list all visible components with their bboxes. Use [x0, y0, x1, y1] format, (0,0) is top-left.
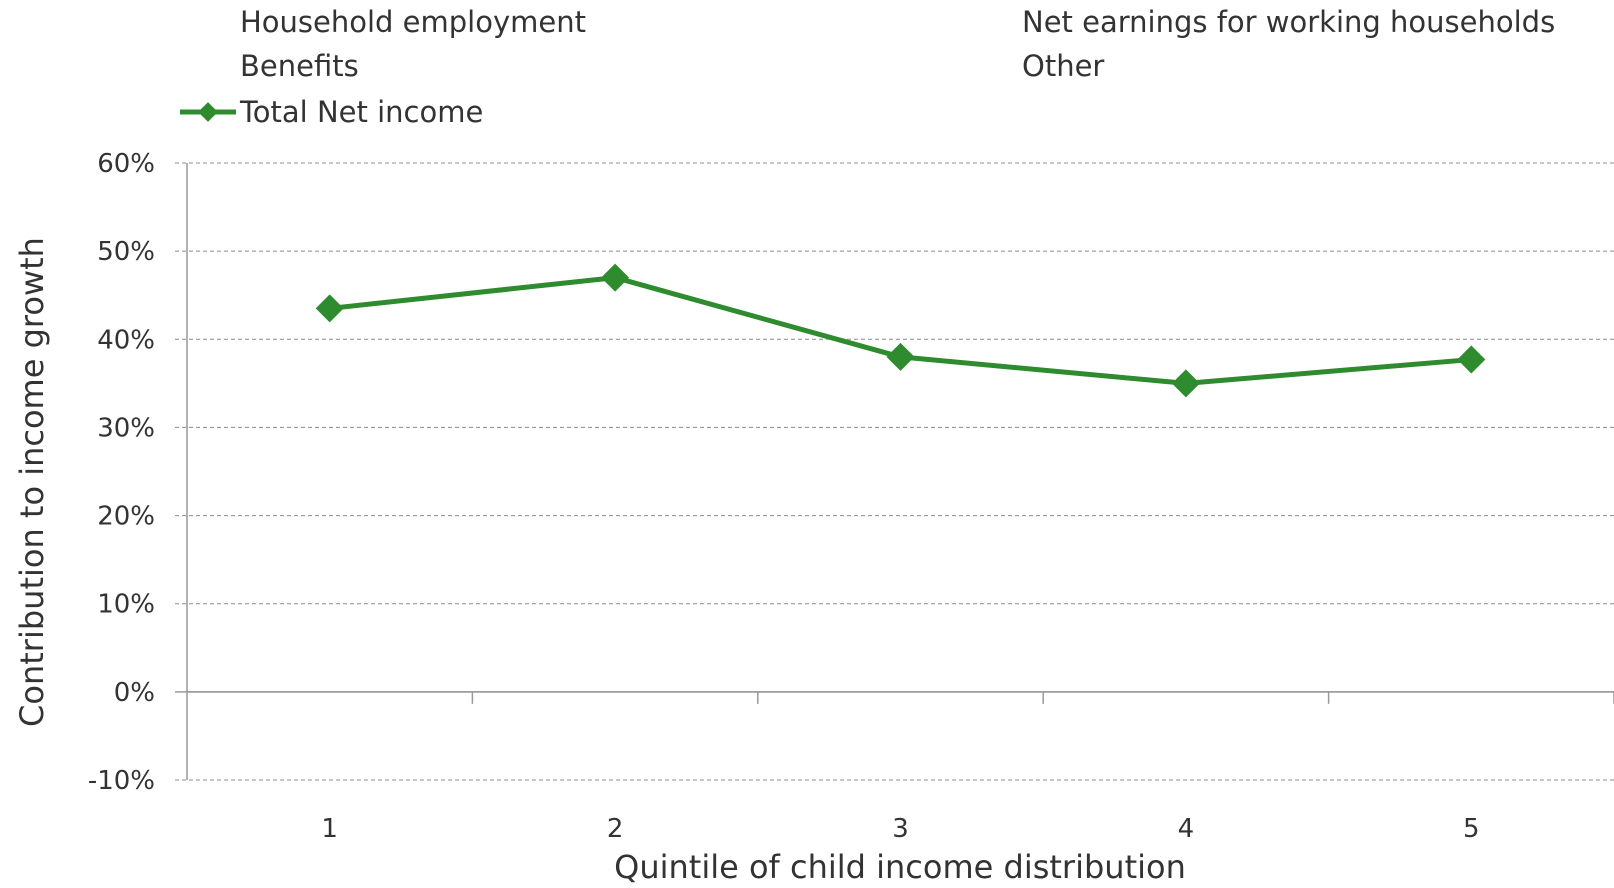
y-tick-label: 60%: [97, 149, 155, 179]
y-tick-label: 50%: [97, 237, 155, 267]
data-point-diamond: [315, 294, 344, 323]
x-tick-label: 1: [321, 814, 338, 844]
x-tick-label: 4: [1178, 814, 1195, 844]
y-tick-label: -10%: [88, 766, 155, 796]
y-tick-label: 30%: [97, 413, 155, 443]
axes: [186, 163, 1614, 780]
series-total-net-income: [315, 263, 1486, 398]
legend-label-other: Other: [1022, 49, 1104, 83]
data-point-diamond: [1457, 345, 1486, 374]
legend-label-benefits: Benefits: [240, 49, 359, 83]
x-tick-labels: 1 2 3 4 5: [321, 814, 1479, 844]
legend-label-net-earnings: Net earnings for working households: [1022, 5, 1555, 39]
data-point-diamond: [1171, 369, 1200, 398]
legend-marker-diamond-icon: [198, 102, 218, 122]
gridlines: [175, 162, 1614, 781]
legend-label-total-net-income: Total Net income: [239, 95, 483, 129]
y-axis-title: Contribution to income growth: [13, 237, 51, 727]
x-tick-label: 3: [892, 814, 909, 844]
legend: Household employment Net earnings for wo…: [180, 5, 1555, 129]
y-tick-label: 40%: [97, 325, 155, 355]
y-tick-labels: 60% 50% 40% 30% 20% 10% 0% -10%: [88, 149, 155, 796]
x-tick-label: 2: [607, 814, 624, 844]
legend-label-household-employment: Household employment: [240, 5, 586, 39]
y-tick-label: 10%: [97, 590, 155, 620]
data-point-diamond: [601, 263, 630, 292]
y-tick-label: 20%: [97, 502, 155, 532]
y-tick-label: 0%: [114, 678, 155, 708]
data-point-diamond: [886, 342, 915, 371]
x-tick-label: 5: [1463, 814, 1480, 844]
x-axis-title: Quintile of child income distribution: [614, 848, 1186, 886]
